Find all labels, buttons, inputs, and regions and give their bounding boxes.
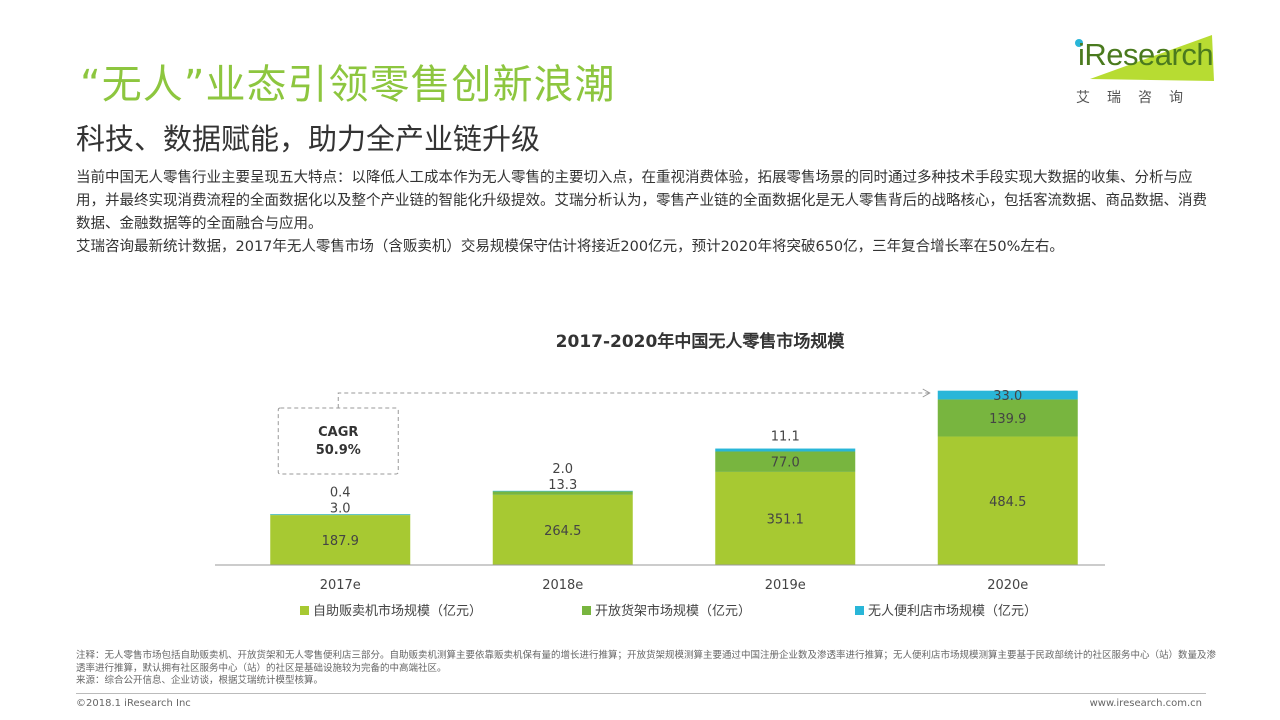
bar-2018e-series-1	[492, 494, 633, 565]
value-label-2017e-series-1: 187.9	[322, 534, 359, 549]
bar-2018e-series-3	[492, 490, 633, 492]
chart-title: 2017-2020年中国无人零售市场规模	[556, 331, 846, 352]
cagr-arrow-icon	[922, 388, 931, 398]
iresearch-logo: iResearch 艾瑞咨询	[1070, 33, 1220, 108]
logo-swoosh-icon	[1075, 35, 1214, 81]
legend-swatch-1	[300, 606, 309, 615]
legend-swatch-3	[855, 606, 864, 615]
value-label-2020e-series-2: 139.9	[989, 412, 1026, 427]
bar-2020e-series-2	[937, 399, 1078, 437]
bar-2018e-series-2	[492, 491, 633, 495]
footer-copyright: ©2018.1 iResearch Inc	[76, 698, 191, 709]
cagr-value: 50.9%	[316, 443, 361, 458]
legend-label-1: 自助贩卖机市场规模（亿元）	[313, 603, 482, 619]
market-size-chart: 2017-2020年中国无人零售市场规模 187.9 3.00.4 2017e 264.…	[215, 331, 1105, 619]
footnote-source: 来源：综合公开信息、企业访谈，根据艾瑞统计模型核算。	[76, 675, 324, 686]
cagr-connector-line	[337, 392, 930, 408]
intro-paragraph-2: 艾瑞咨询最新统计数据，2017年无人零售市场（含贩卖机）交易规模保守估计将接近2…	[76, 239, 1064, 255]
bar-2017e-series-3	[270, 514, 411, 515]
value-label-2019e-series-3: 11.1	[771, 430, 800, 445]
footer-website: www.iresearch.com.cn	[1089, 698, 1202, 709]
bar-2019e-series-1	[715, 471, 856, 565]
page-subtitle: 科技、数据赋能，助力全产业链升级	[76, 122, 541, 156]
legend-label-2: 开放货架市场规模（亿元）	[595, 603, 751, 619]
value-label-2020e-series-3: 33.0	[993, 389, 1022, 404]
cagr-box	[277, 407, 399, 475]
footnote-note: 注释：无人零售市场包括自助贩卖机、开放货架和无人零售便利店三部分。自助贩卖机测算…	[76, 650, 1217, 674]
bar-2019e-series-2	[715, 451, 856, 472]
bar-2019e-series-3	[715, 448, 856, 452]
logo-wordmark: iResearch	[1078, 37, 1214, 72]
intro-paragraph-1: 当前中国无人零售行业主要呈现五大特点：以降低人工成本作为无人零售的主要切入点，在…	[76, 170, 1207, 232]
bar-2020e-series-1	[937, 436, 1078, 565]
legend-swatch-2	[582, 606, 591, 615]
footnotes: 注释：无人零售市场包括自助贩卖机、开放货架和无人零售便利店三部分。自助贩卖机测算…	[76, 650, 1216, 688]
footer-divider	[76, 693, 1206, 694]
bar-2020e-series-3	[937, 390, 1078, 400]
intro-text: 当前中国无人零售行业主要呈现五大特点：以降低人工成本作为无人零售的主要切入点，在…	[76, 167, 1216, 259]
value-label-2019e-series-2: 77.0	[771, 456, 800, 471]
bar-2017e-series-1	[270, 515, 411, 565]
value-label-2018e-series-1: 264.5	[544, 524, 581, 539]
legend-label-3: 无人便利店市场规模（亿元）	[868, 603, 1037, 619]
value-label-2018e-series-2: 13.3	[548, 478, 577, 493]
value-label-2018e-series-3: 2.0	[552, 462, 573, 477]
x-tick-label-2020e: 2020e	[987, 578, 1028, 593]
value-label-2017e-series-3: 0.4	[330, 485, 351, 500]
x-tick-label-2017e: 2017e	[320, 578, 361, 593]
x-tick-label-2018e: 2018e	[542, 578, 583, 593]
page-title: “无人”业态引领零售创新浪潮	[80, 62, 616, 108]
cagr-label: CAGR	[318, 425, 358, 440]
value-label-2017e-series-2: 3.0	[330, 501, 351, 516]
value-label-2019e-series-1: 351.1	[767, 512, 804, 527]
x-tick-label-2019e: 2019e	[765, 578, 806, 593]
logo-chinese-name: 艾瑞咨询	[1076, 90, 1200, 106]
value-label-2020e-series-1: 484.5	[989, 495, 1026, 510]
